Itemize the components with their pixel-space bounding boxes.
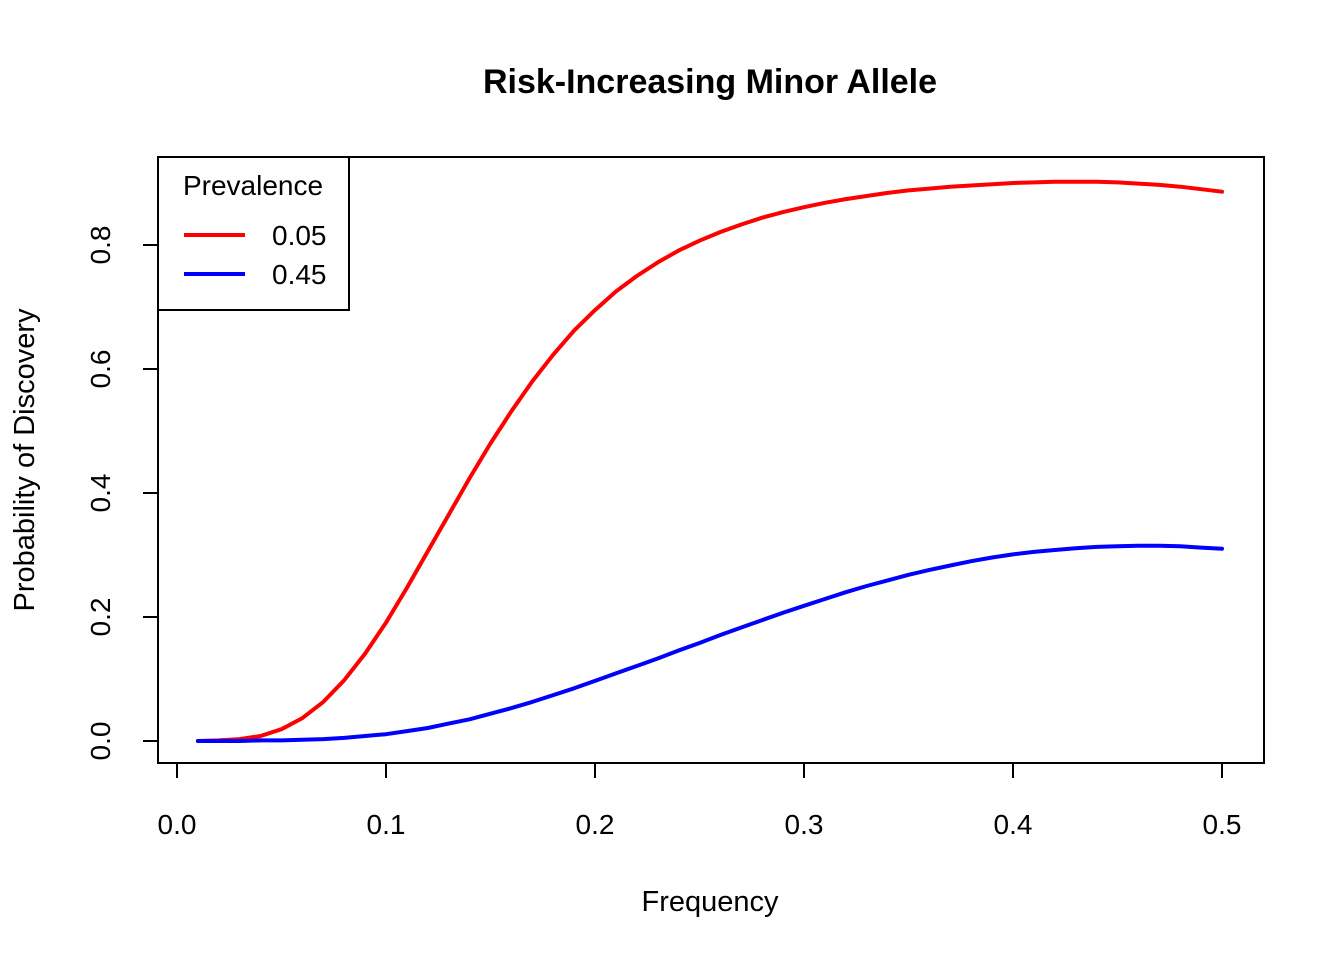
y-axis: 0.0 0.2 0.4 0.6 0.8 (85, 226, 159, 761)
series-line-0-45 (195, 543, 1224, 743)
legend-title: Prevalence (183, 170, 323, 201)
y-axis-label: Probability of Discovery (9, 308, 41, 611)
x-axis: 0.0 0.1 0.2 0.3 0.4 0.5 (158, 762, 1242, 840)
series-line-0-05 (195, 179, 1224, 743)
series-layer (195, 179, 1224, 743)
x-tick-label: 0.5 (1203, 809, 1242, 840)
y-tick-label: 0.2 (85, 598, 116, 637)
legend: Prevalence 0.05 0.45 (157, 156, 350, 311)
x-tick-label: 0.3 (785, 809, 824, 840)
legend-label-0-05: 0.05 (272, 220, 327, 251)
x-tick-label: 0.2 (576, 809, 615, 840)
y-tick-label: 0.6 (85, 350, 116, 389)
x-tick-label: 0.4 (994, 809, 1033, 840)
chart-title: Risk-Increasing Minor Allele (483, 63, 937, 101)
x-tick-label: 0.0 (158, 809, 197, 840)
x-tick-label: 0.1 (367, 809, 406, 840)
y-tick-label: 0.0 (85, 722, 116, 761)
x-axis-label: Frequency (641, 886, 779, 918)
y-tick-label: 0.4 (85, 474, 116, 513)
legend-label-0-45: 0.45 (272, 259, 327, 290)
y-tick-label: 0.8 (85, 226, 116, 265)
